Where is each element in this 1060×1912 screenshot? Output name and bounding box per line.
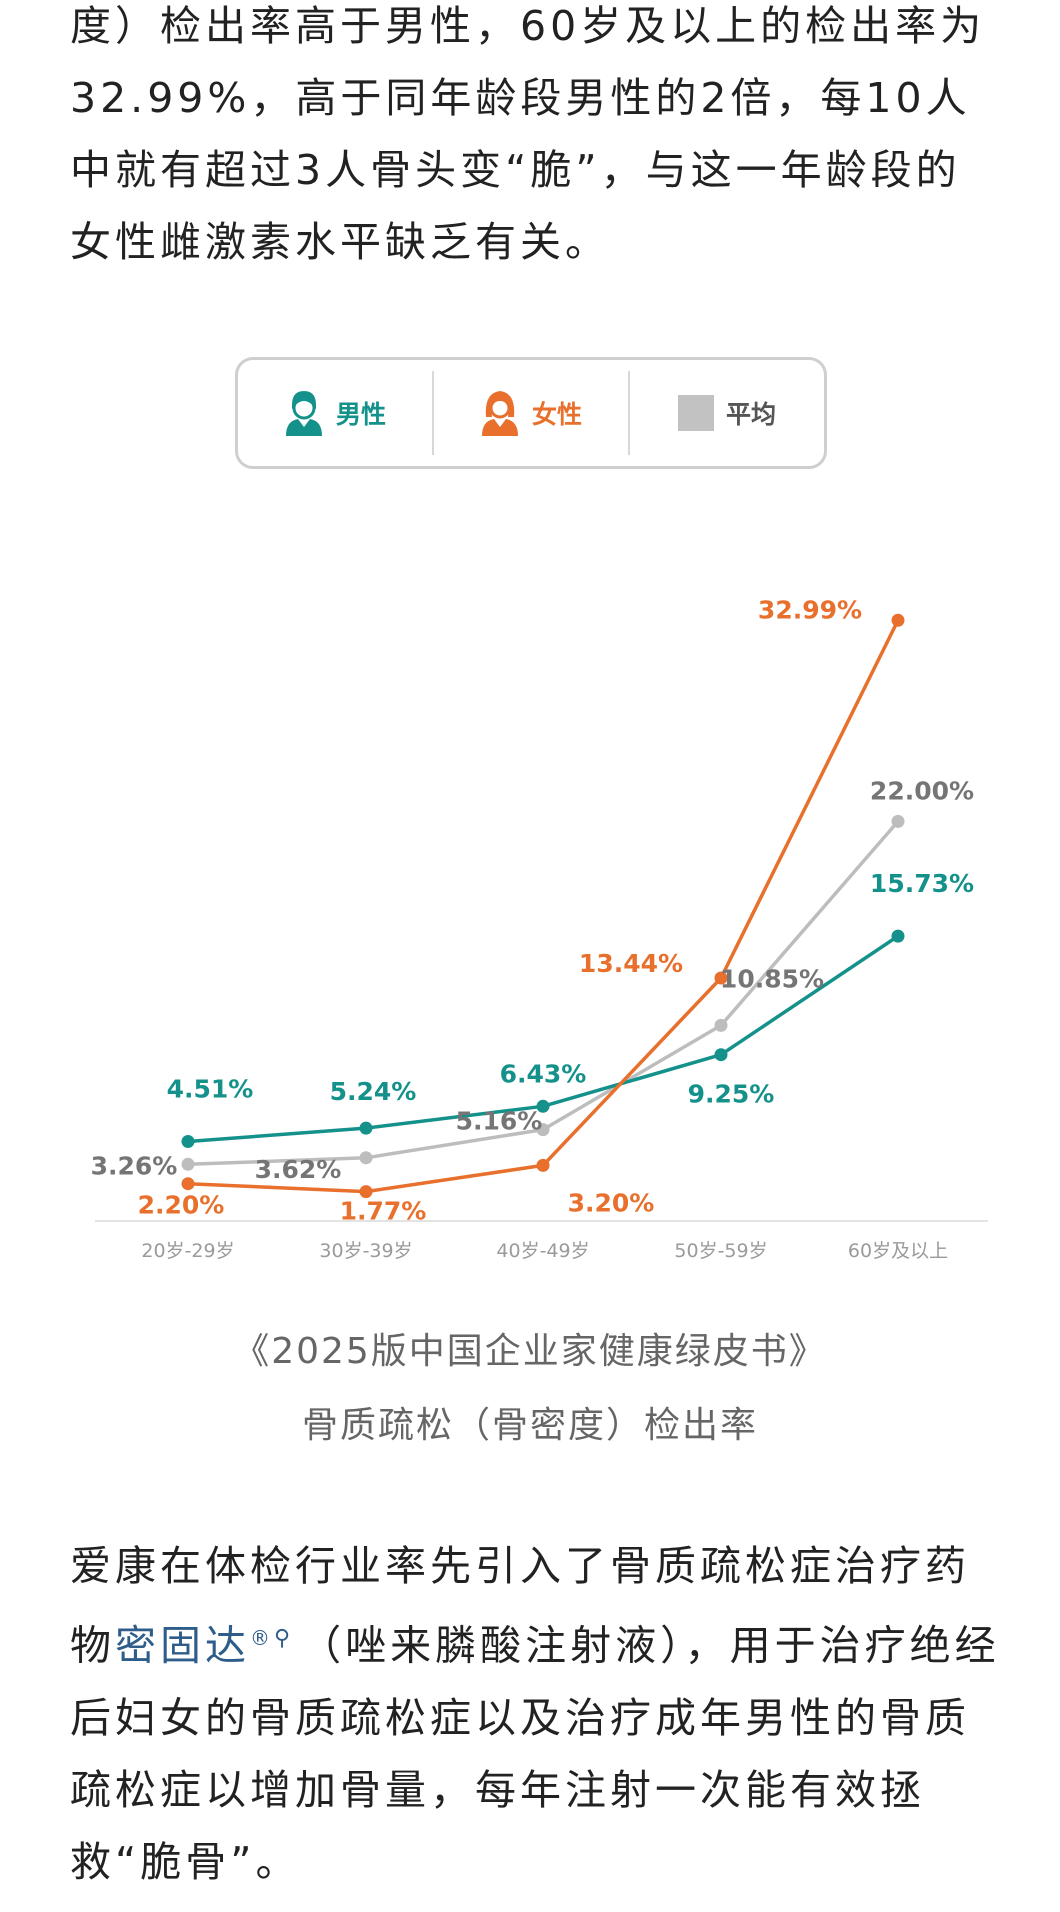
data-point-average bbox=[536, 1123, 550, 1137]
chart-legend: 男性 女性 平均 bbox=[235, 357, 827, 469]
line-chart: 20岁-29岁 30岁-39岁 40岁-49岁 50岁-59岁 60岁及以上 3.26% 3… bbox=[91, 595, 988, 1262]
female-person-icon bbox=[481, 391, 518, 436]
data-label-male: 4.51% bbox=[167, 1074, 254, 1103]
male-person-icon bbox=[285, 391, 322, 436]
outro-paragraph: 爱康在体检行业率先引入了骨质疏松症治疗药物密固达®⚲ （唑来膦酸注射液），用于治疗… bbox=[70, 1530, 1000, 1898]
data-point-female bbox=[359, 1185, 373, 1199]
data-point-female bbox=[891, 613, 905, 627]
data-label-average: 22.00% bbox=[870, 776, 974, 805]
data-point-male bbox=[181, 1135, 195, 1148]
legend-item-average: 平均 bbox=[630, 360, 824, 466]
x-tick-label: 50岁-59岁 bbox=[674, 1240, 767, 1262]
data-point-male bbox=[359, 1121, 373, 1135]
chart-caption-source: 《2025版中国企业家健康绿皮书》 bbox=[233, 1331, 827, 1372]
legend-label-male: 男性 bbox=[335, 400, 386, 429]
drug-name-link[interactable]: 密固达 bbox=[115, 1621, 250, 1670]
intro-paragraph: 度）检出率高于男性，60岁及以上的检出率为32.99%，高于同年龄段男性的2倍，… bbox=[70, 2, 986, 266]
x-tick-label: 20岁-29岁 bbox=[141, 1240, 234, 1262]
data-label-female: 3.20% bbox=[568, 1188, 655, 1217]
chart-caption-title: 骨质疏松（骨密度）检出率 bbox=[301, 1405, 758, 1446]
legend-divider bbox=[628, 371, 630, 455]
legend-label-average: 平均 bbox=[725, 400, 776, 429]
data-label-female: 32.99% bbox=[758, 595, 862, 624]
data-label-male: 15.73% bbox=[870, 869, 974, 898]
data-point-male bbox=[714, 1048, 728, 1062]
data-label-female: 1.77% bbox=[340, 1197, 427, 1226]
data-point-female bbox=[714, 971, 728, 985]
data-point-average bbox=[181, 1157, 195, 1171]
x-tick-label: 60岁及以上 bbox=[848, 1240, 948, 1262]
search-icon[interactable]: ⚲ bbox=[274, 1626, 295, 1651]
data-label-average: 10.85% bbox=[720, 964, 824, 993]
data-point-female bbox=[536, 1158, 550, 1172]
x-tick-label: 40岁-49岁 bbox=[496, 1240, 589, 1262]
data-label-male: 5.24% bbox=[330, 1077, 417, 1106]
data-label-average: 3.26% bbox=[91, 1151, 178, 1180]
data-point-average bbox=[891, 814, 905, 828]
legend-item-female: 女性 bbox=[434, 360, 628, 466]
data-label-male: 6.43% bbox=[500, 1059, 587, 1088]
legend-item-male: 男性 bbox=[238, 360, 432, 466]
data-label-female: 13.44% bbox=[579, 949, 683, 978]
registered-mark: ® bbox=[250, 1626, 274, 1650]
data-point-average bbox=[714, 1018, 728, 1032]
x-tick-label: 30岁-39岁 bbox=[319, 1240, 412, 1262]
data-point-female bbox=[181, 1177, 195, 1191]
average-swatch-icon bbox=[677, 395, 714, 431]
data-label-female: 2.20% bbox=[138, 1191, 225, 1220]
data-label-average: 3.62% bbox=[255, 1155, 342, 1184]
data-point-male bbox=[891, 929, 905, 943]
data-label-male: 9.25% bbox=[688, 1080, 775, 1109]
legend-label-female: 女性 bbox=[531, 400, 582, 429]
data-point-male bbox=[536, 1099, 550, 1113]
outro-text-after: （唑来膦酸注射液），用于治疗绝经后妇女的骨质疏松症以及治疗成年男性的骨质疏松症以… bbox=[70, 1621, 1000, 1886]
outro-text-before: 爱康在体检行业率先引入了骨质疏松症治疗药物 bbox=[70, 1542, 970, 1670]
data-label-average: 5.16% bbox=[456, 1107, 543, 1136]
legend-divider bbox=[432, 371, 434, 455]
data-point-average bbox=[359, 1151, 373, 1165]
